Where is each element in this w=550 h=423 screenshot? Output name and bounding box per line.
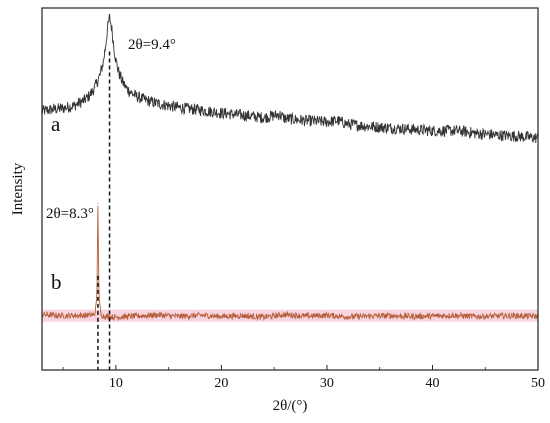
series-b-point: [263, 316, 265, 318]
peak-annotation-b: 2θ=8.3°: [46, 206, 94, 222]
series-b-point: [326, 314, 328, 316]
series-a-point: [326, 121, 328, 123]
series-a-point: [463, 130, 465, 133]
series-a-point: [199, 109, 201, 111]
series-b-point: [516, 315, 518, 317]
series-b-point: [347, 316, 349, 318]
series-b-point: [100, 314, 102, 316]
peak-annotation-a: 2θ=9.4°: [128, 37, 176, 53]
series-a-point: [284, 117, 286, 120]
series-a-point: [347, 123, 349, 125]
series-b-point: [220, 315, 222, 318]
series-a-point: [516, 135, 518, 137]
series-a-point: [131, 92, 133, 94]
series-a-point: [305, 119, 307, 122]
series-b-point: [136, 315, 138, 317]
x-tick-label: 40: [425, 376, 439, 391]
y-axis-title: Intensity: [10, 162, 26, 215]
series-a-point: [168, 105, 170, 107]
series-a-point: [106, 29, 109, 31]
series-a-point: [125, 87, 128, 89]
series-a-point: [102, 61, 104, 63]
series-a-point: [99, 74, 101, 76]
series-a-point: [178, 106, 180, 109]
series-b-point: [104, 315, 106, 318]
series-b-point: [305, 315, 307, 317]
series-a-point: [73, 105, 75, 107]
series-b-point: [241, 315, 244, 317]
series-a-point: [88, 95, 91, 97]
series-b-point: [157, 314, 159, 316]
series-a-point: [62, 107, 64, 109]
series-b-point: [94, 314, 96, 316]
series-b-point: [96, 297, 98, 299]
series-a-point: [115, 59, 117, 62]
series-layer: [41, 13, 539, 322]
series-b-point: [83, 314, 85, 316]
series-b-point: [410, 315, 412, 318]
series-a-point: [241, 114, 244, 116]
series-b-point: [97, 202, 99, 205]
series-a-point: [389, 127, 391, 129]
series-a-point: [410, 128, 412, 130]
plot-frame: [41, 7, 539, 371]
series-b-point: [284, 314, 286, 316]
series-label-b: b: [51, 270, 62, 294]
series-a-point: [104, 47, 106, 49]
series-a-point: [146, 100, 149, 102]
series-b-line: [41, 205, 539, 322]
series-b-point: [199, 314, 201, 316]
series-a-group: [41, 13, 539, 144]
x-tick-label: 20: [214, 376, 228, 391]
x-tick-label: 30: [320, 376, 334, 391]
x-axis-title: 2θ/(°): [273, 398, 308, 414]
series-label-a: a: [51, 112, 61, 136]
series-a-point: [474, 132, 476, 134]
series-a-point: [108, 16, 111, 18]
series-a-point: [83, 99, 85, 101]
series-a-point: [118, 72, 120, 74]
series-a-point: [157, 102, 159, 105]
x-tick-label: 50: [531, 376, 545, 391]
series-a-point: [495, 134, 497, 136]
series-b-point: [474, 315, 476, 318]
reference-lines-layer: [97, 51, 111, 370]
series-b-group: [41, 202, 539, 322]
series-a-point: [263, 117, 265, 119]
series-b-point: [431, 315, 434, 317]
series-b-point: [389, 315, 391, 317]
series-b-point: [98, 297, 100, 299]
series-a-point: [113, 45, 115, 47]
series-b-point: [62, 315, 64, 317]
series-a-point: [336, 119, 339, 122]
series-b-point: [178, 315, 180, 318]
x-tick-label: 10: [109, 376, 123, 391]
series-b-point: [495, 315, 497, 317]
series-b-point: [452, 314, 455, 316]
series-b-point: [115, 316, 117, 318]
series-a-point: [111, 27, 113, 29]
series-a-point: [51, 108, 54, 110]
x-axis-ticks: 10 20 30 40 50: [62, 365, 545, 391]
series-a-point: [121, 80, 123, 82]
series-a-line: [41, 13, 539, 144]
series-a-point: [94, 87, 96, 89]
series-a-point: [278, 113, 281, 116]
series-b-point: [368, 315, 370, 317]
series-a-point: [368, 125, 370, 127]
series-a-point: [431, 130, 434, 132]
series-a-point: [136, 96, 138, 98]
series-a-point: [220, 112, 222, 114]
series-a-point: [452, 130, 455, 132]
